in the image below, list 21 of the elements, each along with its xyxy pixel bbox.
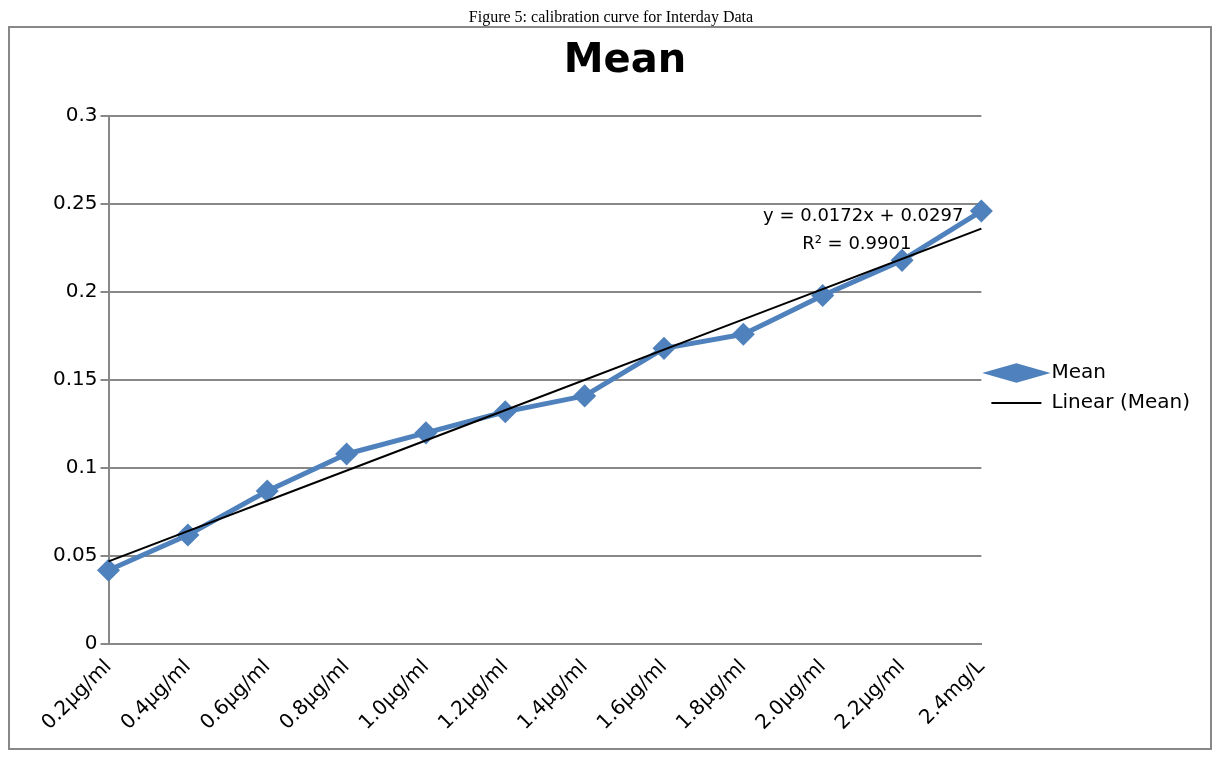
point xyxy=(732,323,754,345)
point xyxy=(812,285,834,307)
y-tick-label: 0 xyxy=(84,630,98,655)
y-tick-label: 0.2 xyxy=(65,278,98,303)
legend-label: Mean xyxy=(1051,359,1106,384)
point xyxy=(574,385,596,407)
y-tick-label: 0.15 xyxy=(53,366,98,391)
point xyxy=(970,200,992,222)
point xyxy=(256,480,278,502)
point xyxy=(415,422,437,444)
caption: Figure 5: calibration curve for Interday Data xyxy=(467,8,755,26)
y-tick-label: 0.05 xyxy=(53,542,98,567)
y-tick-label: 0.25 xyxy=(53,190,98,215)
y-tick-label: 0.1 xyxy=(65,454,98,479)
chart-title: Mean xyxy=(563,35,687,82)
annotation: y = 0.0172x + 0.0297 xyxy=(763,204,964,225)
point xyxy=(98,559,120,581)
point xyxy=(336,443,358,465)
y-tick-label: 0.3 xyxy=(65,102,98,127)
annotation: R² = 0.9901 xyxy=(802,232,912,253)
legend-label: Linear (Mean) xyxy=(1051,389,1191,414)
